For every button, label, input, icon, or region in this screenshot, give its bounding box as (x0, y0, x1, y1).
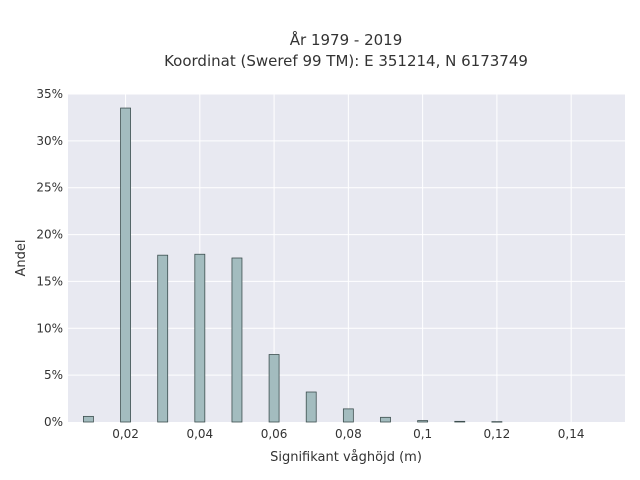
chart-title-line1: År 1979 - 2019 (290, 30, 403, 49)
y-tick-label: 30% (36, 134, 63, 148)
bars (83, 107, 503, 423)
histogram-bar (491, 421, 503, 423)
histogram-bar (454, 420, 466, 423)
x-tick-label: 0,08 (335, 427, 362, 441)
histogram-bar (157, 254, 169, 423)
histogram-bar (342, 408, 354, 423)
histogram-bar (268, 354, 280, 423)
y-tick-label: 10% (36, 321, 63, 335)
histogram-bar (120, 107, 131, 423)
x-axis-ticks: 0,02 0,04 0,06 0,08 0,1 0,12 0,14 (112, 427, 584, 441)
x-tick-label: 0,1 (413, 427, 432, 441)
y-axis-ticks: 0% 5% 10% 15% 20% 25% 30% 35% (36, 87, 63, 429)
histogram-bar (194, 253, 206, 423)
x-tick-label: 0,14 (558, 427, 585, 441)
x-axis-title: Signifikant våghöjd (m) (270, 450, 422, 465)
y-tick-label: 15% (36, 274, 63, 288)
histogram-bar (305, 391, 317, 423)
x-tick-label: 0,06 (261, 427, 288, 441)
histogram-bar (417, 420, 429, 423)
histogram-bar (83, 415, 94, 423)
y-tick-label: 35% (36, 87, 63, 101)
histogram-bar (231, 257, 243, 423)
x-tick-label: 0,04 (186, 427, 213, 441)
y-axis-title: Andel (14, 240, 29, 277)
y-tick-label: 25% (36, 181, 63, 195)
y-tick-label: 20% (36, 228, 63, 242)
x-tick-label: 0,12 (484, 427, 511, 441)
x-tick-label: 0,02 (112, 427, 139, 441)
histogram-bar (380, 416, 391, 423)
plot-area (68, 94, 625, 422)
y-tick-label: 0% (44, 415, 63, 429)
chart-title-line2: Koordinat (Sweref 99 TM): E 351214, N 61… (164, 52, 528, 70)
y-tick-label: 5% (44, 368, 63, 382)
gridlines (68, 93, 625, 422)
